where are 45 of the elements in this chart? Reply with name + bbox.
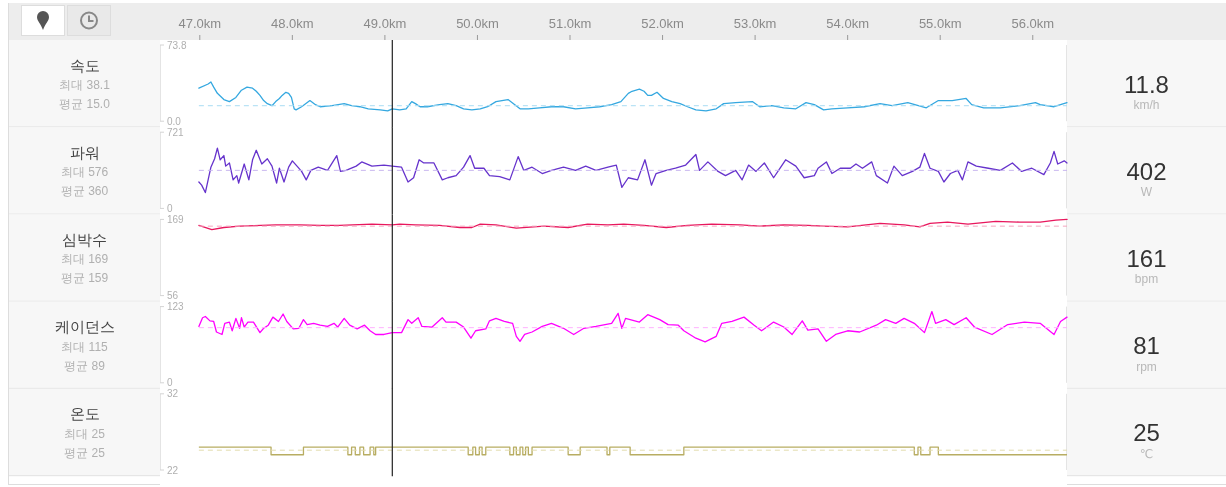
ytick-label: 0.0 xyxy=(167,115,181,127)
title: 속도 xyxy=(69,56,100,74)
ytick-label: 56 xyxy=(167,290,179,302)
ytick-label: 0 xyxy=(167,202,173,214)
annotation: 402 xyxy=(1126,157,1167,185)
xtick-label: 56.0km xyxy=(1011,15,1055,31)
annotation: 평균 25 xyxy=(64,445,105,460)
annotation: 81 xyxy=(1133,332,1160,360)
title: 케이던스 xyxy=(54,318,115,336)
annotation: 최대 38.1 xyxy=(59,78,110,92)
title: 파워 xyxy=(69,143,100,161)
xtick-label: 54.0km xyxy=(826,15,869,31)
annotation: 평균 15.0 xyxy=(59,97,110,111)
ytick-label: 123 xyxy=(167,301,184,313)
xtick-label: 47.0km xyxy=(178,15,222,31)
ytick-label: 32 xyxy=(167,388,179,400)
annotation: 25 xyxy=(1133,419,1160,447)
annotation: 평균 159 xyxy=(60,271,109,286)
annotation: 최대 576 xyxy=(60,165,109,180)
annotation: bpm xyxy=(1134,272,1159,287)
ytick-label: 73.8 xyxy=(167,39,187,51)
annotation: 11.8 xyxy=(1124,70,1169,98)
annotation: 최대 115 xyxy=(61,339,108,354)
xtick-label: 51.0km xyxy=(548,15,592,31)
xtick-label: 52.0km xyxy=(641,15,684,31)
annotation: 최대 25 xyxy=(64,426,105,441)
ytick-label: 22 xyxy=(167,464,179,476)
annotation: km/h xyxy=(1133,98,1160,112)
ytick-label: 0 xyxy=(167,377,173,389)
annotation: rpm xyxy=(1136,359,1157,374)
xtick-label: 53.0km xyxy=(733,15,777,31)
title: 온도 xyxy=(69,405,100,423)
title: 심박수 xyxy=(62,230,107,248)
annotation: 최대 169 xyxy=(60,252,109,267)
ytick-label: 169 xyxy=(167,213,184,225)
annotation: ℃ xyxy=(1139,446,1154,461)
xtick-label: 55.0km xyxy=(918,15,962,31)
annotation: W xyxy=(1140,185,1153,200)
xtick-label: 49.0km xyxy=(363,15,407,31)
ytick-label: 721 xyxy=(167,126,184,138)
annotation: 161 xyxy=(1126,244,1167,272)
xtick-label: 50.0km xyxy=(456,15,499,31)
annotation: 평균 360 xyxy=(60,184,109,199)
annotation: 평균 89 xyxy=(64,358,105,373)
xtick-label: 48.0km xyxy=(271,15,314,31)
